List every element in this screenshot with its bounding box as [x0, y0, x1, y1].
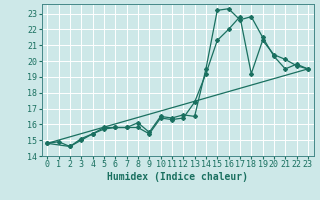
X-axis label: Humidex (Indice chaleur): Humidex (Indice chaleur) [107, 172, 248, 182]
